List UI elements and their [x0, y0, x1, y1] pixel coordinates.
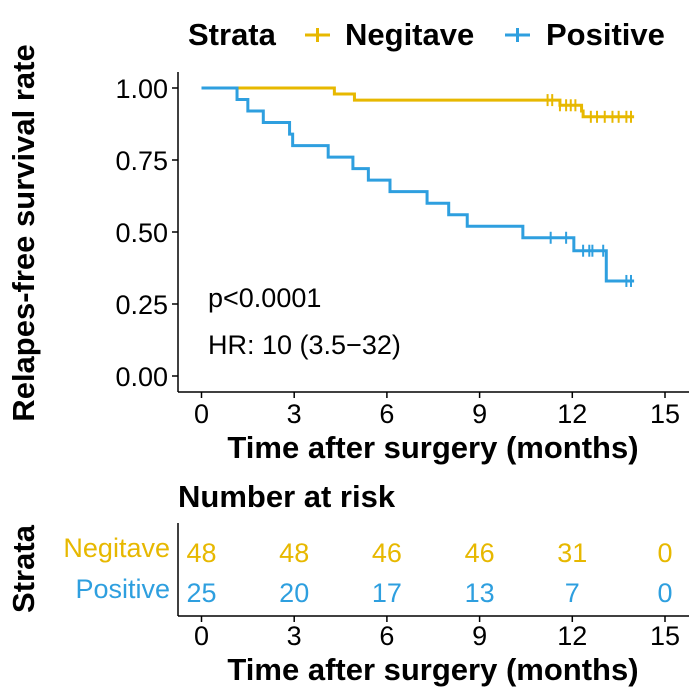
x-tick-label: 12	[557, 399, 587, 429]
legend: Strata Negitave Positive	[188, 17, 665, 52]
y-axis-ticks: 0.00 0.25 0.50 0.75 1.00	[115, 74, 178, 392]
risk-cell: 0	[657, 538, 672, 568]
y-tick-label: 0.50	[115, 218, 168, 248]
risk-cell: 46	[465, 538, 495, 568]
risk-row-label-positive: Positive	[75, 574, 170, 604]
risk-x-tick-label: 3	[287, 621, 302, 651]
risk-table-x-ticks: 0 3 6 9 12 15	[194, 616, 680, 651]
x-axis-title: Time after surgery (months)	[227, 430, 638, 465]
x-axis-ticks: 0 3 6 9 12 15	[194, 392, 680, 429]
survival-curve-negitave	[201, 86, 635, 119]
risk-cell: 7	[565, 578, 580, 608]
risk-x-tick-label: 6	[379, 621, 394, 651]
y-tick-label: 0.75	[115, 146, 168, 176]
x-tick-label: 0	[194, 399, 209, 429]
y-tick-label: 0.00	[115, 362, 168, 392]
risk-table-cells: 48 48 46 46 31 0 25 20 17 13 7 0	[186, 538, 672, 608]
risk-cell: 13	[465, 578, 495, 608]
survival-curve-positive	[201, 86, 635, 283]
risk-x-tick-label: 15	[650, 621, 680, 651]
risk-cell: 31	[557, 538, 587, 568]
risk-x-tick-label: 9	[472, 621, 487, 651]
risk-cell: 20	[279, 578, 309, 608]
hr-annotation: HR: 10 (3.5−32)	[208, 330, 401, 360]
risk-table-y-title: Strata	[6, 524, 41, 613]
risk-cell: 48	[279, 538, 309, 568]
risk-cell: 0	[657, 578, 672, 608]
x-tick-label: 6	[379, 399, 394, 429]
risk-cell: 48	[186, 538, 216, 568]
risk-cell: 25	[186, 578, 216, 608]
y-axis-title: Relapes-free survival rate	[6, 44, 41, 421]
risk-table-x-title: Time after surgery (months)	[227, 652, 638, 687]
x-tick-label: 15	[650, 399, 680, 429]
y-tick-label: 1.00	[115, 74, 168, 104]
x-tick-label: 9	[472, 399, 487, 429]
p-value-annotation: p<0.0001	[208, 283, 321, 313]
risk-cell: 17	[372, 578, 402, 608]
y-tick-label: 0.25	[115, 290, 168, 320]
legend-label-negitave: Negitave	[345, 17, 474, 52]
x-tick-label: 3	[287, 399, 302, 429]
km-plot: Relapes-free survival rate 0.000.250.500…	[6, 44, 689, 465]
risk-cell: 46	[372, 538, 402, 568]
risk-x-tick-label: 12	[557, 621, 587, 651]
risk-table: Number at risk Strata Negitave Positive …	[6, 479, 689, 687]
legend-label-positive: Positive	[546, 17, 665, 52]
risk-table-title: Number at risk	[178, 479, 396, 514]
risk-x-tick-label: 0	[194, 621, 209, 651]
survival-curves	[201, 86, 635, 287]
risk-row-label-negitave: Negitave	[63, 533, 170, 563]
legend-title: Strata	[188, 17, 277, 52]
